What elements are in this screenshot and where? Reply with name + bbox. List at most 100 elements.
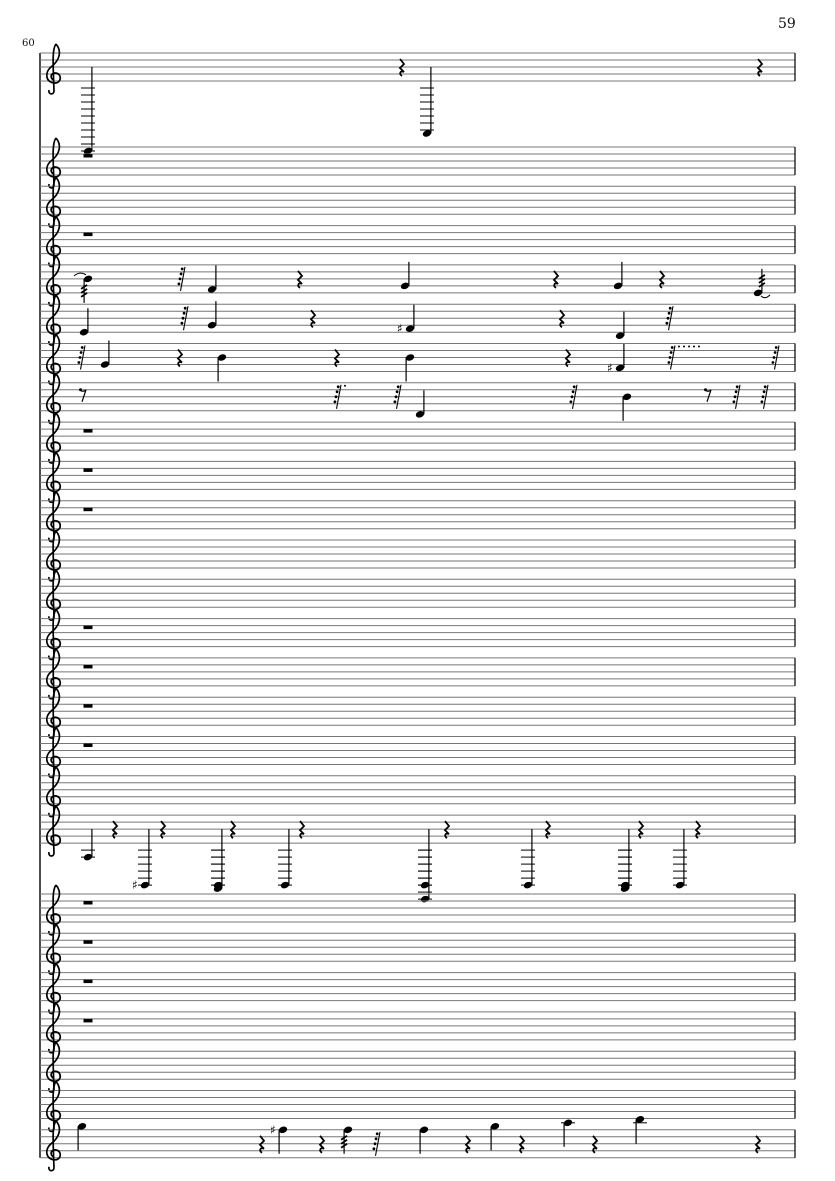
tremolo-beam: [758, 274, 766, 280]
rest-flag-dot: [374, 1137, 378, 1141]
measure-number: 60: [22, 38, 35, 49]
quarter-rest: [658, 270, 666, 289]
rest-flag-dot: [180, 321, 184, 325]
quarter-rest: [464, 1135, 472, 1154]
rest-flag-dot: [394, 395, 398, 399]
quarter-rest: [398, 58, 406, 77]
notehead: [620, 881, 630, 889]
rest-flag-dot: [665, 321, 669, 325]
staff-12: [40, 569, 796, 622]
rest-flag-dot: [335, 390, 339, 394]
rest-flag-dot: [179, 272, 183, 276]
rest-flag-dot: [733, 395, 737, 399]
quarter-rest: [333, 348, 341, 368]
32nd-rest: [374, 1131, 381, 1156]
staff-10: [40, 491, 796, 543]
rest-dot: [79, 388, 82, 392]
augmentation-dot: [693, 345, 695, 348]
notehead: [100, 361, 110, 368]
staff-1: [40, 137, 796, 189]
notehead: [615, 364, 625, 372]
whole-rest: [83, 664, 93, 669]
quarter-rest: [298, 820, 306, 839]
rest-flag-dot: [732, 400, 736, 404]
notehead: [280, 881, 290, 889]
rest-flag-dot: [183, 306, 187, 310]
quarter-rest: [756, 58, 764, 77]
quarter-rest: [296, 270, 304, 289]
notehead: [419, 1126, 429, 1134]
staff-21: [40, 963, 796, 1015]
tremolo-beam: [80, 292, 88, 298]
quarter-rest: [694, 820, 702, 839]
rest-flag-dot: [570, 395, 574, 399]
notehead: [420, 881, 430, 889]
rest-flag-dot: [760, 400, 764, 404]
notehead: [405, 354, 415, 361]
rest-flag-dot: [334, 395, 338, 399]
staff-7: [40, 373, 796, 425]
whole-rest: [83, 429, 93, 433]
notehead: [213, 881, 223, 889]
quarter-rest: [544, 820, 552, 839]
staff-6: ♯: [40, 333, 796, 386]
rest-flag-dot: [177, 282, 181, 286]
whole-rest: [83, 468, 93, 472]
tremolo-beam: [758, 282, 766, 288]
staff-5: ♯: [40, 294, 796, 346]
notehead: [405, 325, 415, 332]
tremolo-beam: [340, 1139, 348, 1145]
notehead: [140, 881, 150, 889]
notehead: [217, 354, 227, 361]
32nd-rest: [762, 384, 769, 409]
rest-flag-dot: [667, 361, 671, 364]
32nd-rest: [395, 384, 402, 409]
staff-8: [40, 412, 796, 464]
quarter-rest: [591, 1135, 599, 1154]
staff-24: [40, 1080, 796, 1133]
rest-flag-dot: [569, 400, 573, 404]
32nd-rest: [667, 306, 674, 331]
rest-flag-dot: [182, 311, 186, 315]
sharp-icon: ♯: [607, 361, 613, 375]
rest-flag-dot: [735, 385, 739, 389]
rest-flag-dot: [763, 385, 767, 389]
staff-9: [40, 451, 796, 504]
whole-rest: [83, 625, 93, 630]
staff-18: ♯: [40, 805, 796, 903]
whole-rest: [83, 940, 93, 944]
quarter-rest: [564, 348, 572, 368]
eighth-rest: [704, 389, 712, 402]
quarter-rest: [637, 820, 645, 839]
rest-flag-dot: [180, 267, 184, 271]
staff-11: [40, 530, 796, 582]
whole-rest: [83, 1018, 93, 1023]
notehead: [400, 282, 410, 290]
32nd-rest: [182, 306, 189, 331]
rest-flag-dot: [772, 356, 776, 359]
staff-2: [40, 176, 796, 229]
notehead: [615, 332, 625, 339]
quarter-rest: [111, 820, 119, 839]
quarter-rest: [558, 309, 566, 328]
staff-16: [40, 726, 796, 779]
tie: [73, 272, 87, 277]
32nd-rest: [335, 384, 342, 409]
whole-rest: [83, 979, 93, 984]
whole-rest: [83, 743, 93, 747]
augmentation-dot: [678, 345, 680, 348]
notehead: [622, 393, 632, 401]
rest-flag-dot: [178, 277, 182, 281]
rest-flag-dot: [669, 351, 673, 354]
augmentation-dot: [688, 345, 690, 348]
quarter-rest: [443, 820, 451, 839]
whole-rest: [83, 704, 93, 708]
32nd-rest: [669, 345, 676, 370]
tremolo-beam: [758, 278, 766, 284]
rest-flag-dot: [80, 346, 84, 349]
rest-flag-dot: [395, 390, 399, 394]
rest-flag-dot: [571, 390, 575, 394]
augmentation-dot: [698, 345, 700, 348]
notehead: [83, 853, 93, 861]
rest-flag-dot: [77, 361, 81, 364]
